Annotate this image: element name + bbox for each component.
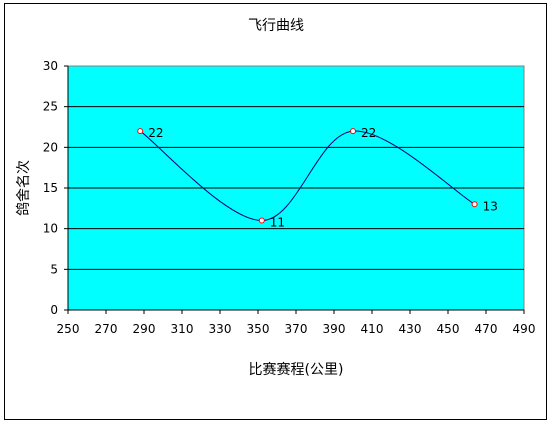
x-tick-label: 270 [95, 322, 118, 336]
y-axis-title: 鸽舍名次 [15, 160, 32, 216]
x-tick-label: 450 [437, 322, 460, 336]
x-tick-label: 430 [399, 322, 422, 336]
data-label: 22 [361, 126, 376, 140]
y-tick-label: 0 [50, 303, 58, 317]
y-tick-label: 15 [43, 181, 58, 195]
y-axis-ticks: 0 5 10 15 20 25 30 [43, 59, 524, 317]
chart-title: 飞行曲线 [248, 18, 304, 34]
data-label: 11 [270, 216, 285, 230]
x-tick-label: 290 [133, 322, 156, 336]
x-axis-title: 比赛赛程(公里) [249, 362, 344, 378]
x-tick-label: 250 [57, 322, 80, 336]
data-point [350, 128, 356, 135]
data-labels: 22 11 22 13 [148, 126, 498, 229]
x-tick-label: 390 [323, 322, 346, 336]
x-tick-label: 370 [285, 322, 308, 336]
y-tick-label: 20 [43, 140, 58, 154]
data-markers [137, 128, 478, 224]
x-tick-label: 470 [475, 322, 498, 336]
y-tick-label: 25 [43, 100, 58, 114]
x-tick-label: 490 [513, 322, 536, 336]
data-label: 22 [148, 126, 163, 140]
x-tick-label: 350 [247, 322, 270, 336]
y-tick-label: 30 [43, 59, 58, 73]
data-label: 13 [483, 199, 498, 213]
x-tick-label: 410 [361, 322, 384, 336]
data-point [471, 201, 478, 208]
x-tick-label: 330 [209, 322, 232, 336]
grid-lines [68, 106, 524, 270]
x-tick-label: 310 [171, 322, 194, 336]
data-point [137, 128, 144, 135]
series-line [139, 130, 475, 222]
data-point [258, 217, 265, 224]
y-tick-label: 5 [50, 262, 58, 276]
x-axis-ticks: 250 270 290 310 330 350 370 390 410 430 450 470 490 [57, 310, 536, 336]
y-tick-label: 10 [43, 222, 58, 236]
